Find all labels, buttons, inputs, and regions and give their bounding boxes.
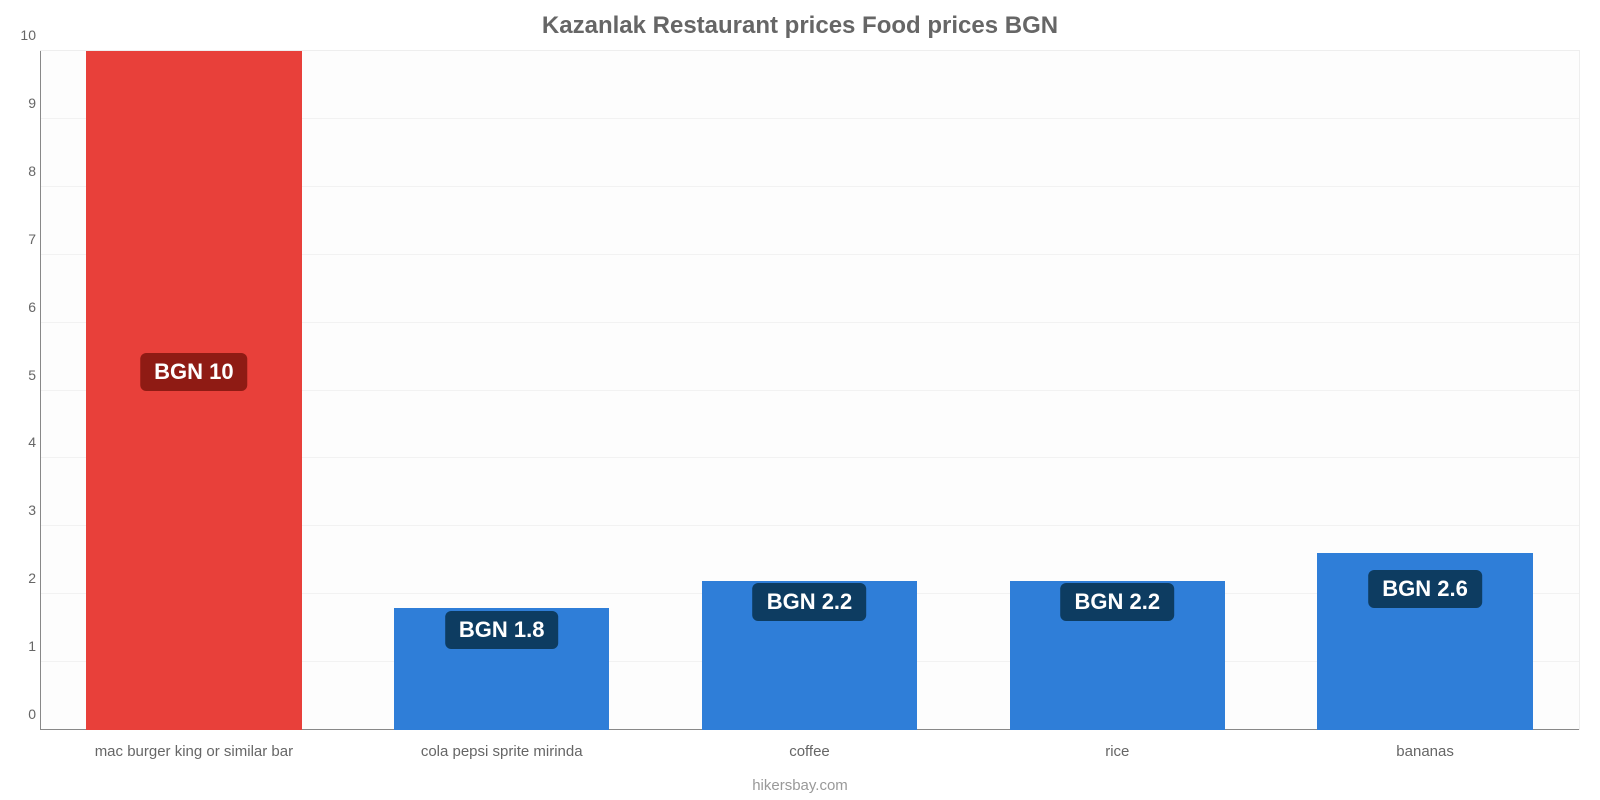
y-tick-label: 6	[8, 299, 36, 315]
chart-credit: hikersbay.com	[0, 777, 1600, 794]
price-chart: Kazanlak Restaurant prices Food prices B…	[0, 0, 1600, 800]
bars-layer: BGN 10mac burger king or similar barBGN …	[40, 51, 1579, 730]
y-tick-label: 4	[8, 434, 36, 450]
bar-slot: BGN 1.8cola pepsi sprite mirinda	[348, 51, 656, 730]
plot-area: 012345678910BGN 10mac burger king or sim…	[40, 50, 1580, 730]
y-tick-label: 1	[8, 638, 36, 654]
x-tick-label: coffee	[789, 743, 830, 760]
y-tick-label: 9	[8, 95, 36, 111]
bar-slot: BGN 2.2rice	[963, 51, 1271, 730]
y-tick-label: 5	[8, 367, 36, 383]
value-badge: BGN 2.2	[1060, 583, 1174, 621]
x-tick-label: cola pepsi sprite mirinda	[421, 743, 583, 760]
value-badge: BGN 1.8	[445, 611, 559, 649]
y-tick-label: 0	[8, 706, 36, 722]
x-tick-label: mac burger king or similar bar	[95, 743, 293, 760]
value-badge: BGN 2.2	[753, 583, 867, 621]
bar-slot: BGN 2.2coffee	[656, 51, 964, 730]
y-tick-label: 2	[8, 570, 36, 586]
y-tick-label: 10	[8, 27, 36, 43]
value-badge: BGN 2.6	[1368, 570, 1482, 608]
x-tick-label: rice	[1105, 743, 1129, 760]
bar-slot: BGN 10mac burger king or similar bar	[40, 51, 348, 730]
chart-title: Kazanlak Restaurant prices Food prices B…	[0, 0, 1600, 40]
y-tick-label: 8	[8, 163, 36, 179]
bar-slot: BGN 2.6bananas	[1271, 51, 1579, 730]
y-tick-label: 3	[8, 502, 36, 518]
plot-outer: 012345678910BGN 10mac burger king or sim…	[40, 50, 1580, 730]
value-badge: BGN 10	[140, 353, 247, 391]
price-bar	[86, 51, 301, 730]
x-tick-label: bananas	[1396, 743, 1454, 760]
y-tick-label: 7	[8, 231, 36, 247]
